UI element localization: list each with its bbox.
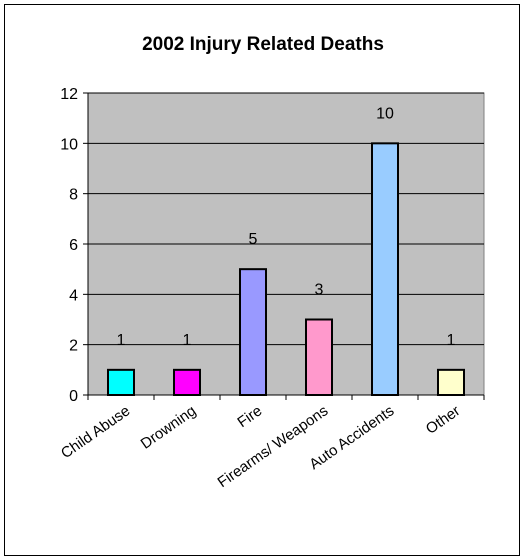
data-label: 1 — [447, 332, 456, 349]
y-tick-label: 0 — [69, 388, 78, 405]
data-label: 1 — [117, 332, 126, 349]
data-label: 5 — [249, 231, 258, 248]
y-tick-label: 4 — [69, 287, 78, 304]
bar — [239, 268, 267, 396]
bar — [371, 142, 399, 396]
data-label: 3 — [315, 282, 324, 299]
y-tick-label: 8 — [69, 187, 78, 204]
data-label: 10 — [376, 105, 394, 122]
category-label: Other — [423, 402, 463, 437]
y-tick-label: 12 — [60, 86, 78, 103]
bar — [107, 368, 135, 397]
bar — [437, 368, 465, 397]
data-label: 1 — [183, 332, 192, 349]
category-label: Firearms/ Weapons — [215, 402, 332, 491]
y-tick-label: 10 — [60, 136, 78, 153]
bar — [305, 318, 333, 396]
y-tick-label: 6 — [69, 237, 78, 254]
category-label: Child Abuse — [58, 402, 133, 462]
y-tick-label: 2 — [69, 338, 78, 355]
bar — [173, 368, 201, 397]
chart-title: 2002 Injury Related Deaths — [142, 34, 384, 55]
category-label: Drowning — [138, 402, 200, 452]
category-label: Fire — [234, 402, 265, 431]
